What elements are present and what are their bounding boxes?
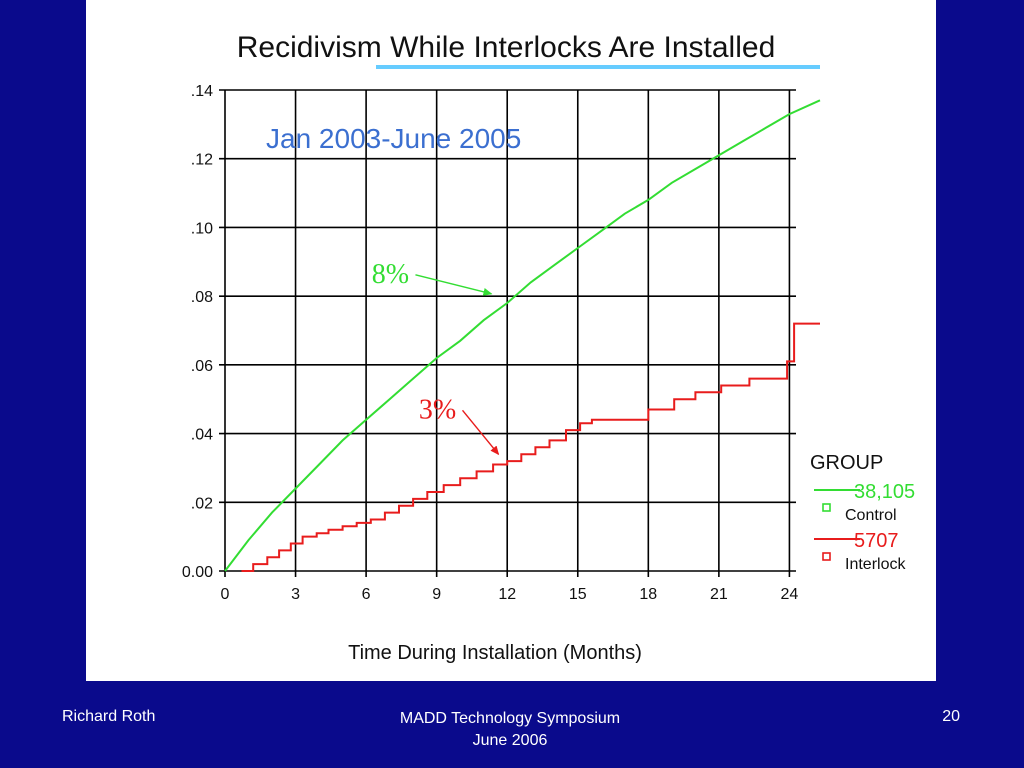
y-tick-label-6: .12 — [191, 152, 213, 169]
footer-event-date: June 2006 — [472, 732, 548, 749]
y-tick-label-7: .14 — [191, 83, 213, 100]
chart-title: Recidivism While Interlocks Are Installe… — [237, 31, 776, 64]
footer-presenter: Richard Roth — [62, 708, 156, 725]
x-tick-label-7: 21 — [710, 586, 728, 603]
slide-panel: Recidivism While Interlocks Are Installe… — [86, 0, 936, 681]
annotation-interlock-label: 3% — [419, 394, 456, 425]
chart-subtitle: Jan 2003-June 2005 — [266, 123, 521, 154]
legend-label-interlock: Interlock — [845, 556, 906, 573]
series-line-interlock — [241, 322, 820, 572]
legend-label-control: Control — [845, 507, 897, 524]
chart: Recidivism While Interlocks Are Installe… — [182, 31, 915, 664]
x-tick-label-4: 12 — [498, 586, 516, 603]
x-tick-label-8: 24 — [781, 586, 799, 603]
series-line-control — [224, 99, 821, 572]
y-tick-label-3: .06 — [191, 358, 213, 375]
x-tick-label-6: 18 — [639, 586, 657, 603]
annotation-interlock-arrow — [461, 409, 500, 456]
x-tick-label-0: 0 — [221, 586, 230, 603]
footer-page-number: 20 — [942, 708, 960, 725]
series-layer — [224, 99, 821, 572]
legend: GROUP 38,105 Control 5707 Interlock — [810, 452, 915, 573]
legend-title: GROUP — [810, 452, 883, 474]
x-tick-labels: 0 3 6 9 12 15 18 21 24 — [221, 571, 799, 603]
legend-count-control: 38,105 — [854, 481, 915, 503]
annotation-layer: 8% 3% — [372, 259, 500, 456]
x-tick-label-5: 15 — [569, 586, 587, 603]
annotation-control-arrow — [415, 274, 493, 296]
y-tick-label-5: .10 — [191, 220, 213, 237]
y-tick-label-0: 0.00 — [182, 564, 213, 581]
legend-marker-interlock — [822, 552, 831, 561]
x-axis-label: Time During Installation (Months) — [348, 642, 642, 664]
y-tick-label-1: .02 — [191, 495, 213, 512]
y-tick-label-2: .04 — [191, 427, 213, 444]
y-tick-labels: 0.00 .02 .04 .06 .08 .10 .12 .14 — [182, 83, 213, 581]
x-tick-label-2: 6 — [362, 586, 371, 603]
legend-count-interlock: 5707 — [854, 530, 899, 552]
y-tick-label-4: .08 — [191, 289, 213, 306]
annotation-control-label: 8% — [372, 259, 409, 290]
x-tick-label-1: 3 — [291, 586, 300, 603]
footer-event-name: MADD Technology Symposium — [399, 710, 621, 727]
chart-grid — [219, 89, 796, 572]
x-tick-label-3: 9 — [432, 586, 441, 603]
footer-event: MADD Technology Symposium June 2006 — [340, 708, 680, 752]
legend-marker-control — [822, 503, 831, 512]
